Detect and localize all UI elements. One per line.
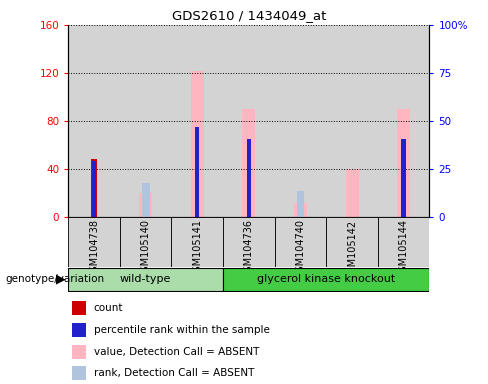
Bar: [68, 217, 120, 267]
Bar: [142, 184, 150, 217]
Text: value, Detection Call = ABSENT: value, Detection Call = ABSENT: [94, 347, 259, 357]
Bar: [243, 109, 255, 217]
Bar: [68, 268, 223, 291]
Bar: [171, 25, 223, 217]
Text: GSM104738: GSM104738: [89, 220, 99, 278]
Text: GSM105144: GSM105144: [399, 220, 408, 278]
Bar: [223, 25, 275, 217]
Text: wild-type: wild-type: [120, 274, 171, 284]
Bar: [346, 169, 359, 217]
Bar: [139, 193, 152, 217]
Bar: [72, 323, 86, 337]
Bar: [378, 25, 429, 217]
Bar: [223, 217, 275, 267]
Bar: [72, 301, 86, 315]
Bar: [247, 139, 251, 217]
Bar: [223, 268, 429, 291]
Bar: [120, 217, 171, 267]
Bar: [275, 217, 326, 267]
Bar: [68, 25, 120, 217]
Bar: [326, 25, 378, 217]
Text: GSM105140: GSM105140: [141, 220, 151, 278]
Bar: [397, 109, 410, 217]
Text: percentile rank within the sample: percentile rank within the sample: [94, 325, 269, 335]
Bar: [195, 127, 200, 217]
Text: GSM104736: GSM104736: [244, 220, 254, 278]
Bar: [171, 217, 223, 267]
Bar: [120, 25, 171, 217]
Title: GDS2610 / 1434049_at: GDS2610 / 1434049_at: [172, 9, 326, 22]
Bar: [326, 217, 378, 267]
Bar: [72, 345, 86, 359]
Text: count: count: [94, 303, 123, 313]
Bar: [275, 25, 326, 217]
Bar: [91, 159, 97, 217]
Text: genotype/variation: genotype/variation: [5, 274, 104, 284]
Bar: [72, 366, 86, 380]
Text: ▶: ▶: [56, 272, 66, 285]
Bar: [191, 71, 204, 217]
Bar: [402, 139, 406, 217]
Text: GSM105142: GSM105142: [347, 220, 357, 278]
Text: glycerol kinase knockout: glycerol kinase knockout: [257, 274, 395, 284]
Bar: [294, 203, 307, 217]
Text: GSM105141: GSM105141: [192, 220, 203, 278]
Bar: [297, 190, 305, 217]
Bar: [92, 161, 96, 217]
Text: GSM104740: GSM104740: [295, 220, 305, 278]
Bar: [378, 217, 429, 267]
Text: rank, Detection Call = ABSENT: rank, Detection Call = ABSENT: [94, 368, 254, 378]
